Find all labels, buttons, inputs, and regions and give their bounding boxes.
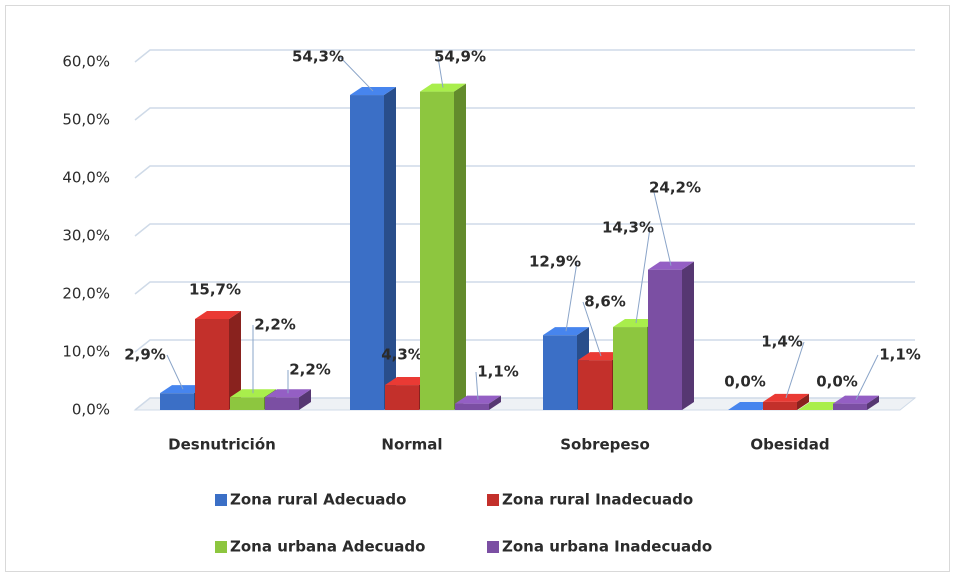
- bar: [195, 318, 229, 410]
- bar-side: [454, 83, 466, 410]
- y-tick-label: 40,0%: [62, 169, 110, 187]
- value-label: 54,3%: [292, 48, 344, 66]
- value-label: 0,0%: [816, 373, 858, 391]
- value-label: 15,7%: [189, 281, 241, 299]
- x-tick-label: Desnutrición: [168, 436, 276, 454]
- bar: [160, 393, 194, 410]
- leader-line: [565, 261, 578, 332]
- value-label: 8,6%: [584, 293, 626, 311]
- value-label: 1,4%: [761, 333, 803, 351]
- legend-label: Zona urbana Inadecuado: [502, 538, 712, 556]
- legend-label: Zona urbana Adecuado: [230, 538, 425, 556]
- bar: [350, 95, 384, 410]
- bar-top: [195, 310, 241, 319]
- bar: [230, 397, 264, 410]
- leader-line: [785, 341, 805, 399]
- y-tick-label: 60,0%: [62, 53, 110, 71]
- value-label: 14,3%: [602, 219, 654, 237]
- bar-side: [682, 261, 694, 410]
- leader-line: [475, 371, 479, 400]
- legend-swatch: [487, 494, 499, 506]
- bar-side: [797, 393, 809, 410]
- grid-line: [134, 223, 915, 237]
- bar: [578, 360, 612, 410]
- value-label: 2,9%: [124, 346, 166, 364]
- bar-side: [384, 87, 396, 410]
- x-tick-label: Normal: [381, 436, 442, 454]
- bar: [455, 403, 489, 410]
- bar-side: [229, 310, 241, 410]
- bar: [613, 327, 647, 410]
- bar: [420, 91, 454, 410]
- bar: [648, 269, 682, 410]
- value-label: 24,2%: [649, 179, 701, 197]
- bar-side: [489, 395, 501, 410]
- value-label: 2,2%: [254, 316, 296, 334]
- value-label: 54,9%: [434, 48, 486, 66]
- legend-swatch: [215, 494, 227, 506]
- chart-border: [5, 5, 950, 572]
- value-label: 12,9%: [529, 253, 581, 271]
- y-tick-label: 30,0%: [62, 227, 110, 245]
- value-label: 1,1%: [477, 363, 519, 381]
- bar: [385, 385, 419, 410]
- value-label: 4,3%: [381, 346, 423, 364]
- y-tick-label: 50,0%: [62, 111, 110, 129]
- x-tick-label: Sobrepeso: [560, 436, 650, 454]
- x-tick-label: Obesidad: [750, 436, 829, 454]
- legend-swatch: [487, 541, 499, 553]
- y-tick-label: 10,0%: [62, 343, 110, 361]
- leader-line: [855, 354, 879, 400]
- leader-line: [166, 354, 184, 390]
- leader-line: [339, 56, 374, 92]
- bar: [833, 403, 867, 410]
- value-label: 0,0%: [724, 373, 766, 391]
- bar: [763, 401, 797, 410]
- leader-line: [582, 301, 602, 357]
- value-label: 2,2%: [289, 361, 331, 379]
- grid-line: [134, 107, 915, 121]
- y-tick-label: 0,0%: [72, 401, 110, 419]
- leader-line: [437, 56, 444, 88]
- leader-line: [635, 227, 651, 324]
- y-tick-label: 20,0%: [62, 285, 110, 303]
- legend-label: Zona rural Inadecuado: [502, 491, 693, 509]
- bar: [265, 397, 299, 410]
- legend-swatch: [215, 541, 227, 553]
- legend-label: Zona rural Adecuado: [230, 491, 406, 509]
- grid-line: [134, 49, 915, 63]
- value-label: 1,1%: [879, 346, 921, 364]
- bar-side: [299, 389, 311, 410]
- bar-top: [798, 402, 844, 410]
- bar-top: [728, 402, 774, 410]
- bar-side: [867, 395, 879, 410]
- leader-line: [652, 187, 672, 266]
- grid-line: [134, 165, 915, 179]
- bar: [543, 335, 577, 410]
- bar-top: [385, 377, 431, 386]
